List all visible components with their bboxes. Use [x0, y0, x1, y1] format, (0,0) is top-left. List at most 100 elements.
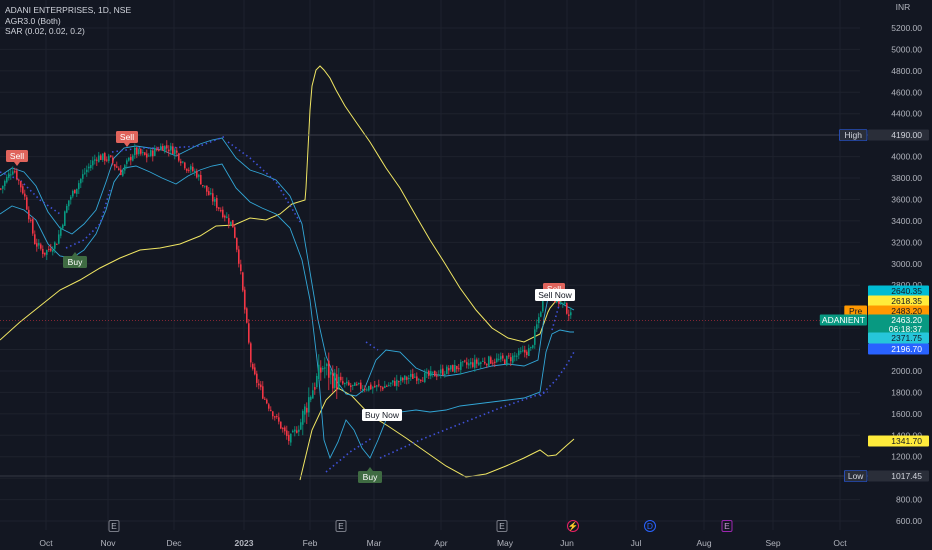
candle-body[interactable]	[272, 411, 274, 417]
candle-body[interactable]	[510, 357, 512, 362]
candle-body[interactable]	[216, 198, 218, 208]
candle-body[interactable]	[98, 155, 100, 162]
candle-body[interactable]	[294, 429, 296, 432]
price-axis[interactable]: 600.00800.001000.001200.001400.001600.00…	[891, 2, 922, 526]
candle-body[interactable]	[354, 382, 356, 386]
candle-body[interactable]	[108, 155, 110, 162]
candle-body[interactable]	[210, 192, 212, 195]
candle-body[interactable]	[282, 428, 284, 430]
candle-body[interactable]	[518, 350, 520, 356]
candle-body[interactable]	[264, 398, 266, 400]
candle-body[interactable]	[308, 397, 310, 413]
candle-body[interactable]	[366, 389, 368, 391]
candle-body[interactable]	[104, 153, 106, 161]
candle-body[interactable]	[160, 145, 162, 150]
signal-buy-now[interactable]: Buy Now	[362, 409, 402, 421]
candle-body[interactable]	[296, 430, 298, 433]
candle-body[interactable]	[130, 157, 132, 161]
candle-body[interactable]	[226, 216, 228, 218]
candle-body[interactable]	[432, 371, 434, 373]
candle-body[interactable]	[118, 168, 120, 171]
candle-body[interactable]	[416, 376, 418, 381]
candle-body[interactable]	[78, 183, 80, 190]
candle-body[interactable]	[122, 170, 124, 176]
candle-body[interactable]	[60, 227, 62, 236]
candle-body[interactable]	[290, 433, 292, 443]
candle-body[interactable]	[134, 147, 136, 156]
candle-body[interactable]	[124, 165, 126, 171]
split-icon[interactable]: ⚡	[567, 520, 579, 533]
candle-body[interactable]	[132, 155, 134, 161]
candle-body[interactable]	[426, 372, 428, 374]
candle-body[interactable]	[538, 317, 540, 324]
candle-body[interactable]	[440, 369, 442, 374]
candle-body[interactable]	[90, 165, 92, 168]
candle-body[interactable]	[212, 193, 214, 202]
candle-body[interactable]	[314, 387, 316, 390]
candle-body[interactable]	[248, 323, 250, 343]
candle-body[interactable]	[482, 360, 484, 362]
candle-body[interactable]	[406, 377, 408, 380]
candle-body[interactable]	[260, 384, 262, 388]
candle-body[interactable]	[8, 173, 10, 178]
candle-body[interactable]	[186, 168, 188, 171]
candle-body[interactable]	[198, 174, 200, 177]
candle-body[interactable]	[346, 381, 348, 384]
candle-body[interactable]	[534, 329, 536, 345]
signal-sell[interactable]: Sell	[6, 150, 28, 166]
candle-body[interactable]	[434, 370, 436, 377]
candle-body[interactable]	[150, 150, 152, 156]
candle-body[interactable]	[174, 149, 176, 155]
candle-body[interactable]	[14, 171, 16, 173]
dividend-icon[interactable]: D	[644, 520, 656, 532]
candle-body[interactable]	[4, 181, 6, 187]
earnings-icon[interactable]: E	[108, 520, 120, 532]
candle-body[interactable]	[224, 215, 226, 218]
candle-body[interactable]	[320, 367, 322, 373]
candle-body[interactable]	[236, 237, 238, 250]
candle-body[interactable]	[498, 358, 500, 360]
candle-body[interactable]	[178, 153, 180, 161]
candle-body[interactable]	[390, 382, 392, 384]
signal-buy[interactable]: Buy	[358, 467, 382, 483]
candle-body[interactable]	[402, 378, 404, 381]
candle-body[interactable]	[52, 249, 54, 252]
earnings-icon[interactable]: E	[721, 520, 733, 532]
candle-body[interactable]	[532, 345, 534, 348]
candle-body[interactable]	[562, 302, 564, 304]
candle-body[interactable]	[530, 346, 532, 348]
candle-body[interactable]	[412, 373, 414, 379]
earnings-icon[interactable]: E	[496, 520, 508, 532]
candle-body[interactable]	[0, 188, 2, 190]
candle-body[interactable]	[162, 145, 164, 151]
candle-body[interactable]	[180, 161, 182, 164]
candle-body[interactable]	[206, 185, 208, 192]
candle-body[interactable]	[50, 248, 52, 251]
candle-body[interactable]	[526, 351, 528, 356]
candle-body[interactable]	[398, 381, 400, 383]
candle-body[interactable]	[564, 302, 566, 304]
candle-body[interactable]	[22, 186, 24, 194]
candle-body[interactable]	[388, 384, 390, 386]
candle-body[interactable]	[88, 166, 90, 169]
candle-body[interactable]	[270, 409, 272, 411]
candle-body[interactable]	[48, 248, 50, 250]
candle-body[interactable]	[274, 416, 276, 418]
candle-body[interactable]	[144, 152, 146, 155]
candle-body[interactable]	[16, 170, 18, 180]
candle-body[interactable]	[26, 197, 28, 210]
candle-body[interactable]	[570, 312, 572, 316]
candle-body[interactable]	[324, 367, 326, 369]
signal-sell[interactable]: Sell	[116, 131, 138, 147]
candle-body[interactable]	[516, 355, 518, 357]
candle-body[interactable]	[56, 243, 58, 245]
candle-body[interactable]	[568, 314, 570, 317]
candle-body[interactable]	[528, 348, 530, 357]
candle-body[interactable]	[36, 243, 38, 247]
candle-body[interactable]	[476, 359, 478, 364]
candle-body[interactable]	[524, 349, 526, 353]
candle-body[interactable]	[504, 359, 506, 364]
candle-body[interactable]	[222, 209, 224, 218]
candle-body[interactable]	[194, 170, 196, 172]
candle-body[interactable]	[540, 312, 542, 317]
